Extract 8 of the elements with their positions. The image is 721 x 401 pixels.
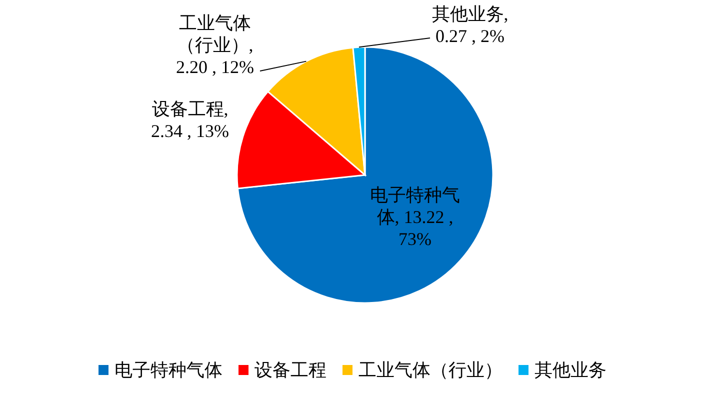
legend-label: 其他业务 [534,360,606,380]
data-label: 其他业务, 0.27 , 2% [432,4,508,46]
data-label: 电子特种气体, 13.22 , 73% [370,185,460,249]
legend-label: 工业气体（行业） [358,360,502,380]
data-label: 工业气体（行业）, 2.20 , 12% [176,13,254,77]
legend-label: 电子特种气体 [114,360,222,380]
legend-label: 设备工程 [254,360,326,380]
data-label: 设备工程, 2.34 , 13% [151,99,229,141]
